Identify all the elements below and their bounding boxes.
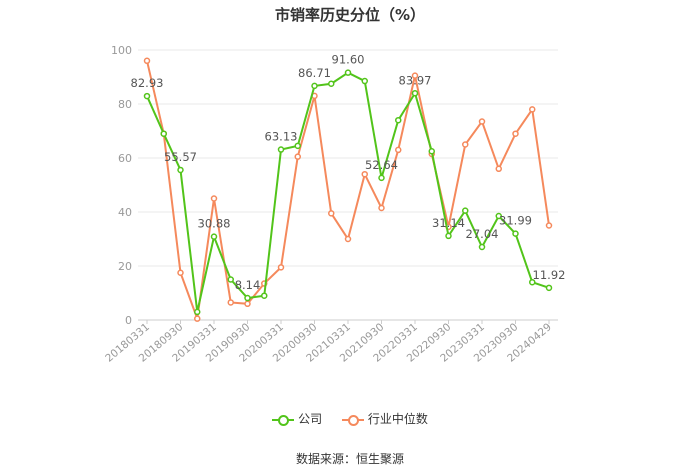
data-label: 11.92 [533, 268, 566, 282]
series-industry-point [143, 57, 151, 65]
series-company-point [445, 232, 452, 240]
series-company-point [210, 233, 218, 240]
y-tick-label: 20 [118, 260, 132, 273]
data-label: 31.99 [499, 214, 532, 228]
series-industry-point [227, 299, 234, 306]
series-industry-point [545, 222, 553, 229]
series-company-point [227, 276, 234, 283]
series-company-point [512, 230, 519, 237]
series-company-point [495, 212, 502, 220]
y-tick-label: 40 [118, 206, 132, 219]
legend-item-industry[interactable]: 行业中位数 [341, 410, 428, 427]
data-label: 31.14 [432, 216, 465, 230]
legend-label-company: 公司 [298, 412, 323, 426]
series-company-point [545, 284, 553, 292]
series-company-point [143, 92, 151, 100]
y-tick-label: 60 [118, 152, 132, 165]
series-company-line [146, 71, 550, 313]
data-label: 27.04 [466, 227, 499, 241]
series-industry-line [146, 60, 550, 319]
legend-item-company[interactable]: 公司 [272, 410, 322, 427]
series-company-point [277, 146, 285, 153]
series-industry-point [378, 204, 385, 212]
series-industry-point [244, 300, 251, 308]
series-company-point [378, 174, 385, 182]
data-source: 数据来源：恒生聚源 [295, 452, 404, 466]
data-label: 91.60 [332, 53, 365, 67]
series-industry-point [478, 118, 486, 125]
data-label: 8.14 [235, 278, 261, 292]
series-industry-point [194, 315, 201, 322]
series-company-point [244, 294, 251, 302]
legend: 公司 行业中位数 [0, 410, 700, 427]
series-company-point [395, 116, 402, 124]
series-company-point [462, 207, 469, 214]
series-company-point [361, 77, 368, 85]
series-company-point [294, 142, 301, 150]
series-industry-point [344, 235, 352, 243]
series-industry-point [328, 210, 335, 217]
series-industry-point [462, 141, 469, 148]
series-company-point [194, 308, 201, 316]
series-company-point [478, 243, 486, 251]
series-company-point [160, 130, 167, 137]
series-company-point [311, 82, 318, 90]
series-company-point [177, 166, 184, 174]
legend-swatch-company [272, 414, 295, 426]
data-label: 82.93 [131, 76, 164, 90]
series-industry-point [495, 165, 502, 173]
series-industry-point [411, 72, 419, 79]
series-industry-point [529, 106, 536, 113]
legend-label-industry: 行业中位数 [367, 412, 428, 426]
data-label: 83.97 [399, 73, 432, 87]
data-label: 30.88 [198, 217, 231, 231]
series-industry-point [361, 170, 368, 178]
data-label: 55.57 [164, 150, 197, 164]
series-industry-point [294, 153, 301, 160]
data-label: 63.13 [265, 130, 298, 144]
grid-layer [138, 49, 558, 321]
series-company-point [529, 278, 536, 286]
data-label: 86.71 [298, 66, 331, 80]
series-company-point [344, 69, 352, 76]
series-company-point [411, 90, 419, 97]
series-company-point [328, 80, 335, 87]
y-tick-label: 80 [118, 98, 132, 111]
series-company-point [261, 292, 268, 299]
series-industry-point [177, 269, 184, 276]
legend-swatch-industry [341, 414, 364, 426]
data-label: 52.64 [365, 158, 398, 172]
series-industry-point [395, 146, 402, 154]
series-industry-point [277, 264, 285, 271]
series-layer [143, 57, 553, 322]
series-industry-point [210, 195, 218, 202]
chart-title: 市销率历史分位（%） [274, 6, 426, 24]
y-tick-label: 0 [125, 314, 132, 327]
series-company-point [428, 148, 435, 155]
y-tick-label: 100 [111, 44, 132, 57]
series-industry-point [512, 130, 519, 137]
